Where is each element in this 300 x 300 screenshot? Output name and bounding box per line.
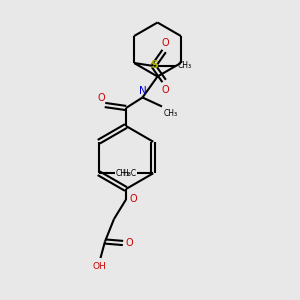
Text: CH₃: CH₃	[116, 169, 130, 178]
Text: O: O	[130, 194, 137, 205]
Text: CH₃: CH₃	[164, 109, 178, 118]
Text: CH₃: CH₃	[178, 61, 192, 70]
Text: O: O	[162, 38, 170, 48]
Text: S: S	[150, 60, 158, 70]
Text: O: O	[98, 93, 105, 103]
Text: O: O	[125, 238, 133, 248]
Text: O: O	[162, 85, 170, 94]
Text: N: N	[139, 86, 146, 96]
Text: OH: OH	[92, 262, 106, 271]
Text: H₃C: H₃C	[122, 169, 136, 178]
